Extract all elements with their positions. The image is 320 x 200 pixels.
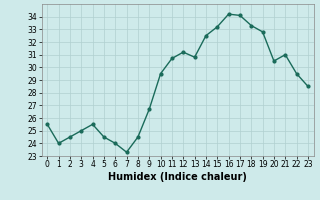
X-axis label: Humidex (Indice chaleur): Humidex (Indice chaleur) xyxy=(108,172,247,182)
